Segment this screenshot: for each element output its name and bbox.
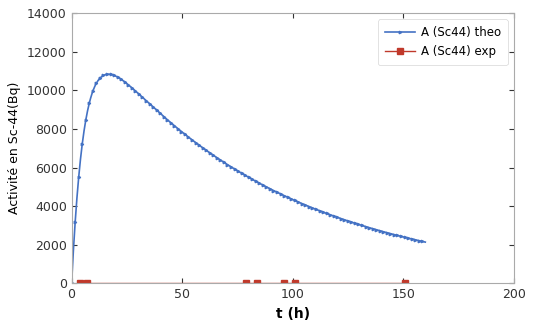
A (Sc44) theo — [105, 72, 112, 76]
A (Sc44) exp — [243, 281, 249, 285]
Legend: A (Sc44) theo, A (Sc44) exp: A (Sc44) theo, A (Sc44) exp — [378, 19, 508, 65]
X-axis label: t (h): t (h) — [276, 307, 310, 321]
Line: A (Sc44) exp: A (Sc44) exp — [77, 280, 409, 286]
A (Sc44) exp — [402, 281, 409, 285]
A (Sc44) theo — [90, 88, 97, 92]
A (Sc44) theo — [68, 281, 75, 285]
A (Sc44) theo — [274, 190, 281, 194]
A (Sc44) exp — [77, 281, 84, 285]
A (Sc44) exp — [254, 281, 261, 285]
A (Sc44) exp — [292, 281, 298, 285]
A (Sc44) theo — [373, 228, 380, 232]
A (Sc44) exp — [84, 281, 90, 285]
A (Sc44) theo — [294, 200, 301, 204]
A (Sc44) theo — [337, 216, 343, 220]
A (Sc44) theo — [284, 195, 290, 199]
A (Sc44) exp — [281, 281, 287, 285]
Line: A (Sc44) theo: A (Sc44) theo — [70, 73, 427, 285]
Y-axis label: Activité en Sc-44(Bq): Activité en Sc-44(Bq) — [9, 82, 21, 215]
A (Sc44) theo — [422, 240, 428, 244]
